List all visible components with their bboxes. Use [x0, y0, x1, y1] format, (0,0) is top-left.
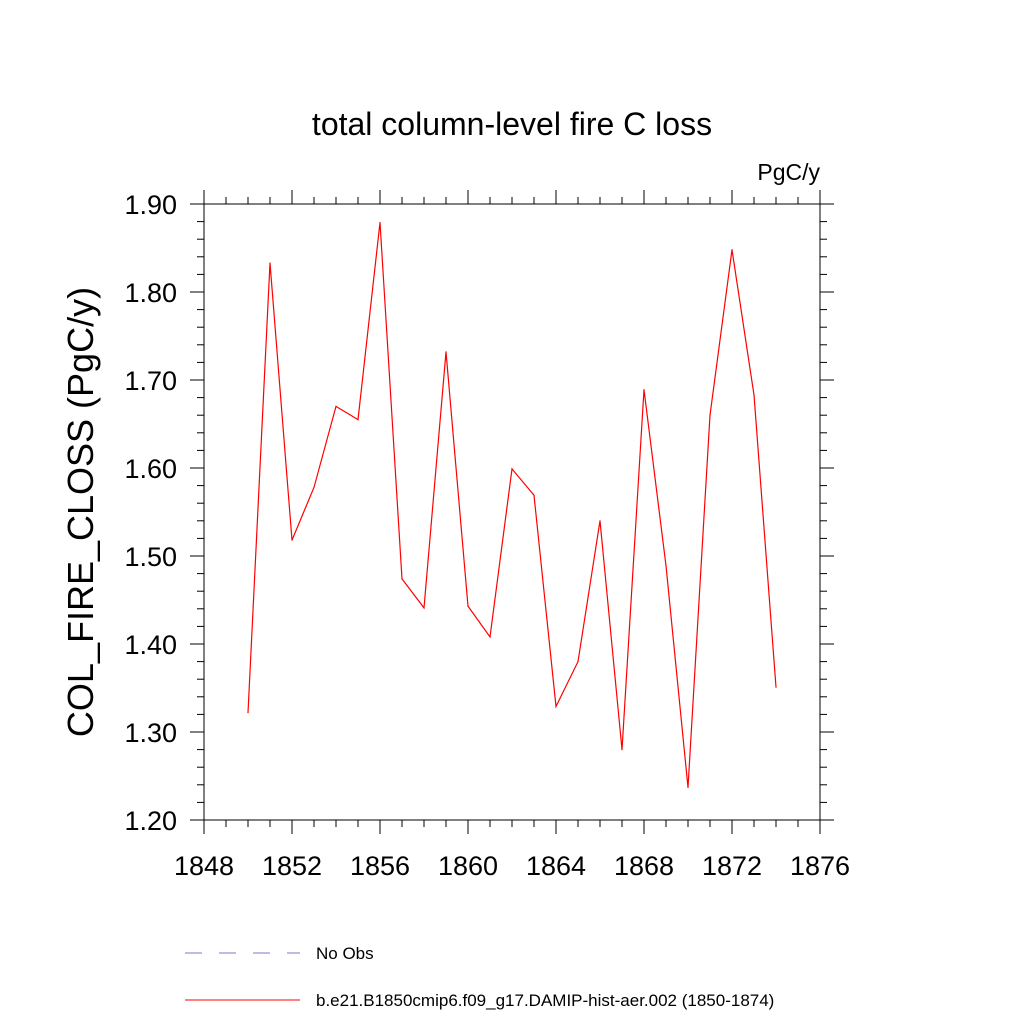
- data-point: [511, 468, 513, 470]
- data-point: [313, 486, 315, 488]
- y-tick-label: 1.60: [124, 454, 177, 484]
- units-label: PgC/y: [757, 159, 820, 185]
- series-layer: [247, 221, 777, 789]
- plot-frame: [203, 203, 821, 821]
- x-tick-label: 1860: [438, 851, 498, 881]
- data-point: [621, 749, 623, 751]
- y-tick-label: 1.40: [124, 630, 177, 660]
- data-point: [709, 414, 711, 416]
- data-point: [335, 405, 337, 407]
- data-point: [445, 351, 447, 353]
- data-point: [577, 661, 579, 663]
- series-line-1: [247, 222, 777, 788]
- x-tick-label: 1872: [702, 851, 762, 881]
- y-tick-label: 1.20: [124, 806, 177, 836]
- data-point: [665, 565, 667, 567]
- axes: 1848 1852 1856 1860 1864 1868 1872 1876 1.20 1.30…: [124, 190, 850, 881]
- data-point: [599, 520, 601, 522]
- y-tick-label: 1.30: [124, 718, 177, 748]
- data-point: [753, 394, 755, 396]
- y-tick-label: 1.90: [124, 190, 177, 220]
- y-tick-label: 1.80: [124, 278, 177, 308]
- data-point: [379, 221, 381, 224]
- legend-item-model-run: b.e21.B1850cmip6.f09_g17.DAMIP-hist-aer.…: [185, 991, 774, 1010]
- legend-item-no-obs: No Obs: [185, 944, 374, 963]
- data-point: [423, 607, 425, 609]
- data-point: [401, 578, 403, 580]
- data-point: [731, 249, 733, 251]
- chart-title: total column-level fire C loss: [312, 106, 712, 142]
- legend-label-no-obs: No Obs: [316, 944, 374, 963]
- data-point: [643, 389, 645, 391]
- data-point: [291, 539, 293, 541]
- data-point: [489, 636, 491, 638]
- data-point: [467, 605, 469, 607]
- x-tick-label: 1864: [526, 851, 586, 881]
- x-tick-label: 1848: [174, 851, 234, 881]
- legend: No Obs b.e21.B1850cmip6.f09_g17.DAMIP-hi…: [185, 944, 774, 1010]
- data-point: [357, 419, 359, 421]
- x-tick-label: 1876: [790, 851, 850, 881]
- data-point: [775, 686, 777, 688]
- data-point: [555, 705, 557, 708]
- data-point: [269, 262, 271, 264]
- x-tick-label: 1856: [350, 851, 410, 881]
- x-tick-label: 1868: [614, 851, 674, 881]
- y-tick-label: 1.50: [124, 542, 177, 572]
- data-point: [687, 786, 689, 789]
- y-axis-label: COL_FIRE_CLOSS (PgC/y): [60, 287, 101, 737]
- legend-label-model-run: b.e21.B1850cmip6.f09_g17.DAMIP-hist-aer.…: [316, 991, 774, 1010]
- data-point: [533, 494, 535, 496]
- x-tick-label: 1852: [262, 851, 322, 881]
- data-point: [247, 712, 249, 714]
- y-tick-label: 1.70: [124, 366, 177, 396]
